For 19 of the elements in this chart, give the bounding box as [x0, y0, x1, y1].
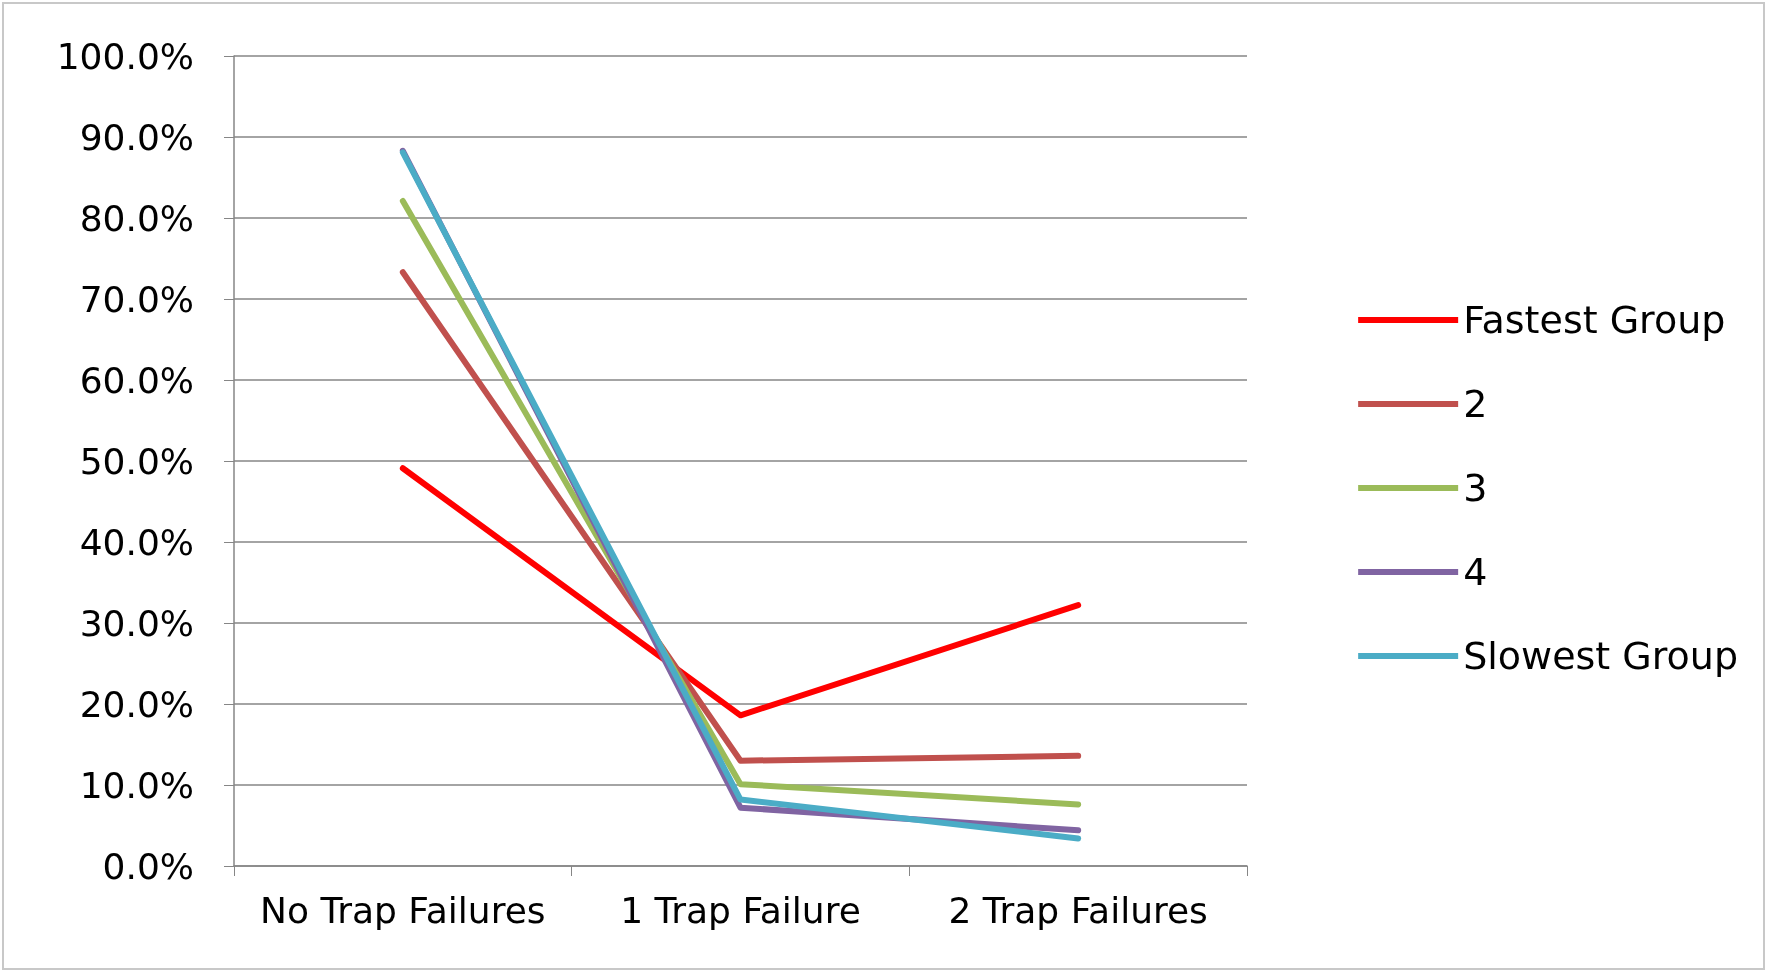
y-tick-label: 40.0% [79, 521, 194, 563]
y-tick-label: 70.0% [79, 278, 194, 320]
x-tick-label: 1 Trap Failure [620, 889, 861, 931]
y-tick-label: 100.0% [56, 35, 194, 77]
y-tick-label: 60.0% [79, 359, 194, 401]
x-tick-label: 2 Trap Failures [948, 889, 1208, 931]
y-tick-label: 0.0% [102, 845, 194, 887]
legend-label: 3 [1463, 466, 1488, 510]
legend-label: 2 [1463, 382, 1488, 426]
y-tick-label: 90.0% [79, 116, 194, 158]
legend-label: 4 [1463, 550, 1488, 594]
x-tick-label: No Trap Failures [260, 889, 546, 931]
y-tick-label: 30.0% [79, 602, 194, 644]
legend-label: Slowest Group [1463, 634, 1739, 678]
y-tick-label: 10.0% [79, 764, 194, 806]
legend-label: Fastest Group [1463, 298, 1726, 342]
y-tick-label: 50.0% [79, 440, 194, 482]
y-tick-label: 20.0% [79, 683, 194, 725]
y-tick-label: 80.0% [79, 197, 194, 239]
